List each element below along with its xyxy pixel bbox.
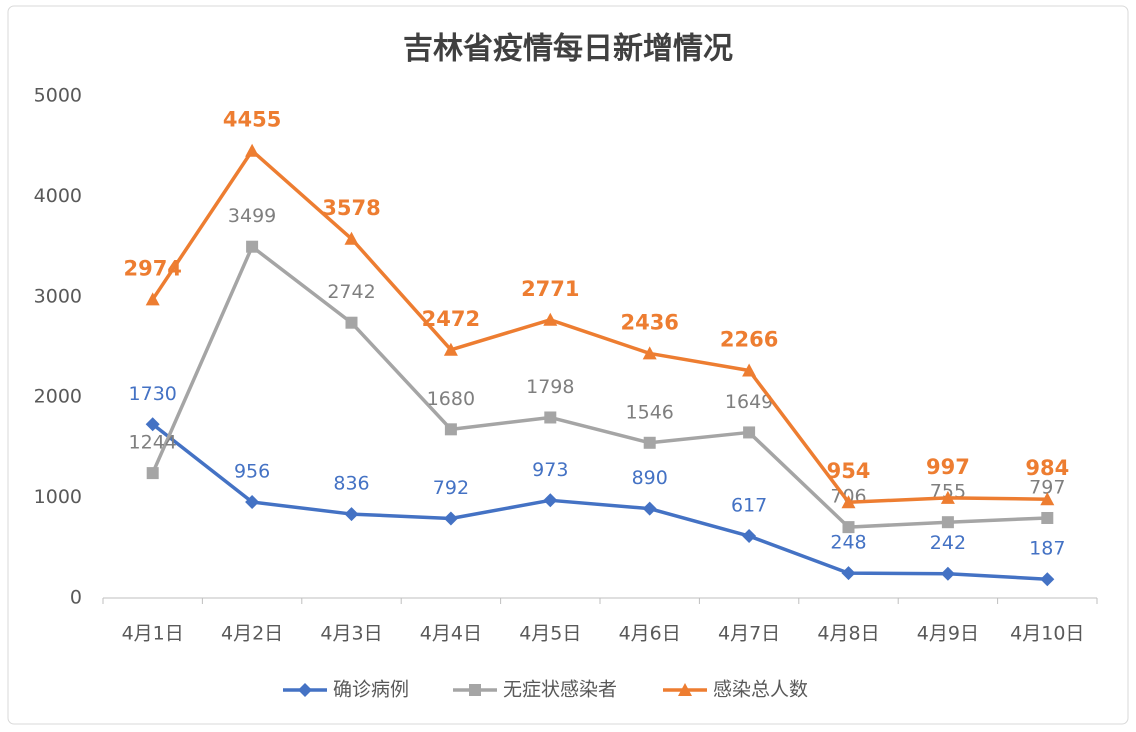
data-label: 4455 [223, 108, 281, 132]
y-tick-label: 2000 [34, 386, 82, 408]
data-label: 1798 [526, 376, 574, 398]
data-label: 2742 [327, 281, 375, 303]
marker [743, 426, 756, 439]
marker [298, 683, 312, 697]
marker [146, 467, 159, 480]
data-label: 797 [1029, 476, 1065, 498]
marker [543, 312, 558, 326]
data-label: 956 [234, 461, 270, 483]
data-label: 1546 [626, 401, 674, 423]
marker [469, 684, 481, 696]
marker [642, 346, 657, 360]
data-label: 997 [926, 455, 970, 479]
x-tick-label: 4月2日 [221, 623, 283, 645]
marker [543, 493, 558, 508]
marker [246, 240, 259, 253]
x-tick-label: 4月10日 [1010, 623, 1084, 645]
x-tick-label: 4月9日 [917, 623, 979, 645]
marker [443, 342, 458, 356]
marker [1040, 492, 1055, 506]
x-tick-label: 4月4日 [420, 623, 482, 645]
y-tick-label: 4000 [34, 185, 82, 207]
legend-label: 确诊病例 [333, 679, 409, 701]
data-label: 2974 [123, 256, 181, 280]
marker [642, 501, 657, 516]
y-tick-label: 1000 [34, 486, 82, 508]
data-label: 3578 [322, 196, 380, 220]
data-label: 954 [827, 459, 871, 483]
data-label: 2266 [720, 327, 778, 351]
chart-border [7, 5, 1129, 725]
y-tick-label: 3000 [34, 285, 82, 307]
marker [145, 292, 160, 306]
data-label: 2436 [620, 310, 678, 334]
marker [742, 363, 757, 377]
y-tick-label: 5000 [34, 85, 82, 107]
marker [544, 411, 557, 424]
marker [941, 516, 954, 529]
legend-label: 无症状感染者 [503, 679, 617, 701]
marker [1040, 572, 1055, 587]
line [151, 148, 1048, 504]
data-label: 187 [1029, 538, 1065, 560]
x-tick-label: 4月5日 [519, 623, 581, 645]
data-label: 3499 [228, 205, 276, 227]
marker [344, 507, 359, 522]
line [151, 244, 1048, 529]
marker [643, 436, 656, 449]
data-label: 984 [1025, 456, 1069, 480]
data-label: 1649 [725, 391, 773, 413]
x-tick-label: 4月8日 [817, 623, 879, 645]
data-label: 1680 [427, 388, 475, 410]
data-label: 2472 [422, 307, 480, 331]
marker [1041, 511, 1054, 524]
x-tick-label: 4月3日 [320, 623, 382, 645]
x-tick-label: 4月6日 [619, 623, 681, 645]
marker [940, 566, 955, 581]
marker [345, 316, 358, 329]
marker [842, 521, 855, 534]
marker [678, 683, 692, 696]
legend-label: 感染总人数 [713, 679, 808, 701]
data-label: 248 [830, 532, 866, 554]
data-label: 2771 [521, 277, 579, 301]
data-label: 836 [333, 473, 369, 495]
marker [841, 495, 856, 509]
data-label: 792 [433, 477, 469, 499]
line [151, 422, 1048, 581]
data-label: 242 [930, 532, 966, 554]
data-label: 973 [532, 459, 568, 481]
data-label: 617 [731, 495, 767, 517]
marker [443, 511, 458, 526]
marker [444, 423, 457, 436]
x-tick-label: 4月1日 [122, 623, 184, 645]
data-label: 1244 [129, 432, 177, 454]
marker [145, 417, 160, 432]
y-tick-label: 0 [70, 587, 82, 609]
marker [245, 143, 260, 157]
marker [245, 495, 260, 510]
chart-title: 吉林省疫情每日新增情况 [403, 32, 733, 67]
data-label: 890 [632, 467, 668, 489]
marker [940, 490, 955, 504]
data-label: 1730 [129, 383, 177, 405]
marker [841, 566, 856, 581]
x-tick-label: 4月7日 [718, 623, 780, 645]
marker [742, 529, 757, 544]
marker [344, 231, 359, 245]
